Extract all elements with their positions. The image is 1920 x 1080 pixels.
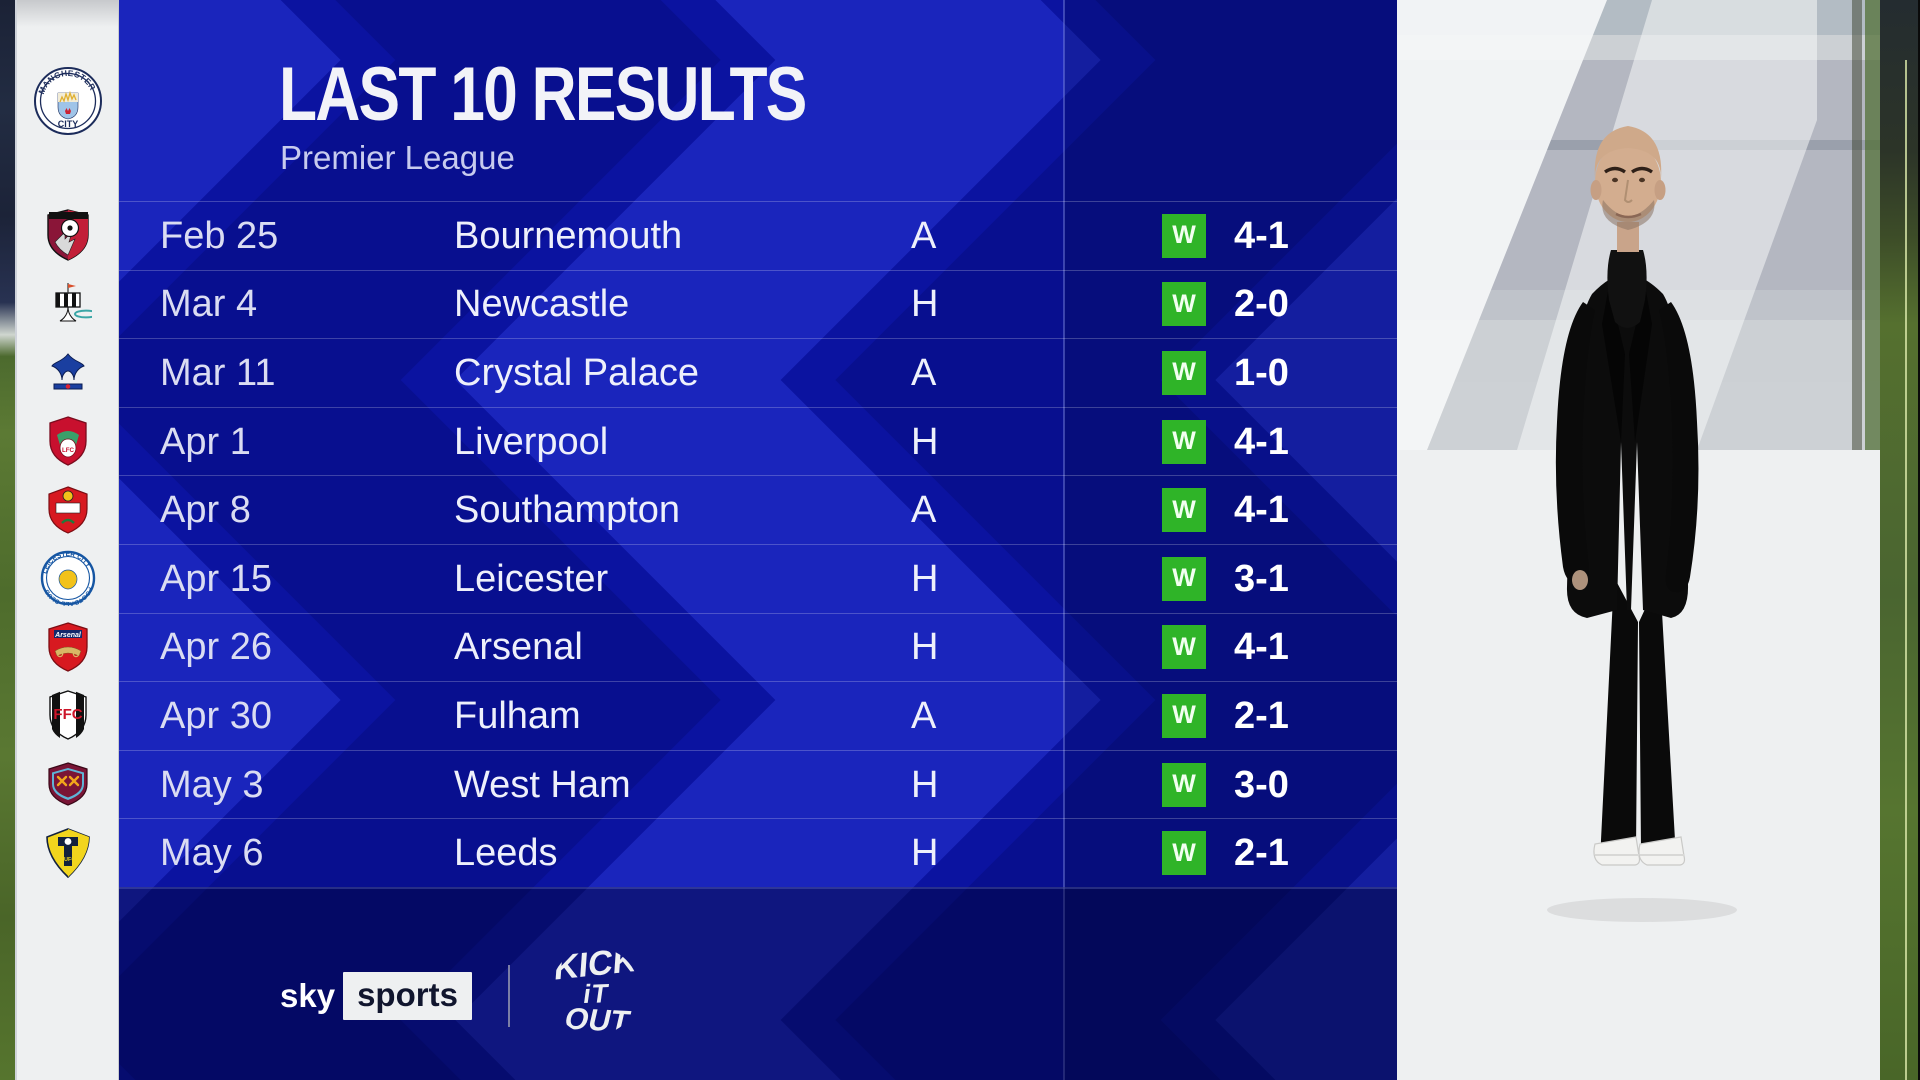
svg-text:LUFC: LUFC [60, 857, 75, 863]
svg-text:OUT: OUT [561, 1002, 633, 1036]
svg-text:FFC: FFC [53, 706, 82, 723]
svg-text:CITY: CITY [57, 119, 78, 129]
svg-text:LFC: LFC [61, 447, 74, 454]
svg-text:Arsenal: Arsenal [54, 632, 82, 639]
